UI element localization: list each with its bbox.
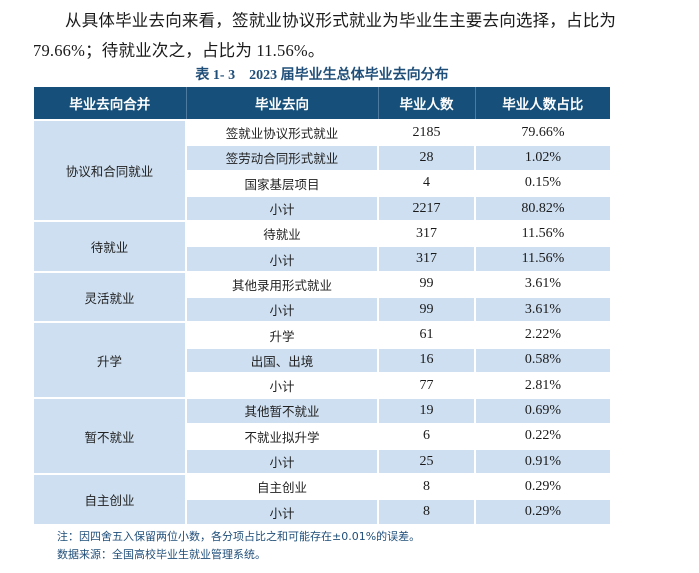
header-destination: 毕业去向 [186, 87, 379, 121]
count-cell: 99 [378, 271, 476, 299]
destination-cell: 小计 [186, 297, 379, 324]
table-row-subtotal: 小计 8 0.29% [34, 499, 610, 526]
count-cell: 317 [378, 246, 476, 273]
percent-cell: 0.29% [475, 474, 610, 501]
table-row-subtotal: 小计 317 11.56% [34, 246, 610, 273]
percent-cell: 11.56% [475, 246, 610, 273]
destination-cell: 升学 [186, 322, 379, 349]
group-cell: 灵活就业 [34, 271, 187, 324]
count-cell: 8 [378, 499, 476, 526]
count-cell: 28 [378, 145, 476, 172]
table-row-subtotal: 小计 99 3.61% [34, 297, 610, 324]
destination-cell: 签就业协议形式就业 [186, 120, 379, 147]
table-row: 灵活就业 其他录用形式就业 99 3.61% [34, 271, 610, 324]
table-caption: 表 1- 3 2023 届毕业生总体毕业去向分布 [195, 68, 449, 83]
count-cell: 4 [378, 170, 476, 197]
destination-cell: 小计 [186, 195, 379, 223]
percent-cell: 0.15% [475, 170, 610, 197]
percent-cell: 0.91% [475, 448, 610, 476]
count-cell: 25 [378, 448, 476, 476]
count-cell: 317 [378, 221, 476, 248]
percent-cell: 79.66% [475, 120, 610, 147]
table-row: 协议和合同就业 签就业协议形式就业 2185 79.66% [34, 120, 610, 223]
destination-cell: 小计 [186, 246, 379, 273]
count-cell: 2185 [378, 120, 476, 147]
percent-cell: 1.02% [475, 145, 610, 172]
table-row-subtotal: 小计 77 2.81% [34, 372, 610, 400]
table-row: 待就业 待就业 317 11.56% [34, 221, 610, 273]
header-group: 毕业去向合并 [34, 87, 187, 121]
table-header-row: 毕业去向合并 毕业去向 毕业人数 毕业人数占比 [34, 87, 610, 121]
paragraph-line-2: 79.66%；待就业次之，占比为 11.56%。 [33, 41, 325, 60]
table-row: 出国、出境 16 0.58% [34, 347, 610, 374]
table-row: 升学 升学 61 2.22% [34, 322, 610, 400]
percent-cell: 0.29% [475, 499, 610, 526]
percent-cell: 0.58% [475, 347, 610, 374]
destination-cell: 小计 [186, 372, 379, 400]
graduate-destination-table: 毕业去向合并 毕业去向 毕业人数 毕业人数占比 协议和合同就业 签就业协议形式就… [34, 87, 610, 526]
destination-cell: 待就业 [186, 221, 379, 248]
header-count: 毕业人数 [378, 87, 476, 121]
count-cell: 77 [378, 372, 476, 400]
table-footnote: 注：因四舍五入保留两位小数，各分项占比之和可能存在±0.01%的误差。 [57, 530, 421, 543]
group-cell: 自主创业 [34, 474, 187, 526]
percent-cell: 3.61% [475, 271, 610, 299]
header-percent: 毕业人数占比 [475, 87, 610, 121]
destination-cell: 小计 [186, 499, 379, 526]
destination-cell: 不就业拟升学 [186, 423, 379, 450]
group-cell: 暂不就业 [34, 398, 187, 476]
destination-cell: 其他暂不就业 [186, 398, 379, 425]
data-source-note: 数据来源：全国高校毕业生就业管理系统。 [57, 548, 266, 561]
percent-cell: 0.69% [475, 398, 610, 425]
percent-cell: 3.61% [475, 297, 610, 324]
destination-cell: 自主创业 [186, 474, 379, 501]
count-cell: 2217 [378, 195, 476, 223]
group-cell: 升学 [34, 322, 187, 400]
table-row: 自主创业 自主创业 8 0.29% [34, 474, 610, 526]
table-row-subtotal: 小计 25 0.91% [34, 448, 610, 476]
group-cell: 待就业 [34, 221, 187, 273]
percent-cell: 2.22% [475, 322, 610, 349]
count-cell: 61 [378, 322, 476, 349]
table-row: 国家基层项目 4 0.15% [34, 170, 610, 197]
group-cell: 协议和合同就业 [34, 120, 187, 223]
percent-cell: 11.56% [475, 221, 610, 248]
count-cell: 19 [378, 398, 476, 425]
count-cell: 99 [378, 297, 476, 324]
paragraph-line-1: 从具体毕业去向来看，签就业协议形式就业为毕业生主要去向选择，占比为 [65, 11, 617, 30]
percent-cell: 0.22% [475, 423, 610, 450]
table-row: 不就业拟升学 6 0.22% [34, 423, 610, 450]
count-cell: 16 [378, 347, 476, 374]
destination-cell: 出国、出境 [186, 347, 379, 374]
destination-cell: 小计 [186, 448, 379, 476]
destination-cell: 国家基层项目 [186, 170, 379, 197]
destination-cell: 其他录用形式就业 [186, 271, 379, 299]
percent-cell: 80.82% [475, 195, 610, 223]
table-row: 签劳动合同形式就业 28 1.02% [34, 145, 610, 172]
table-row: 暂不就业 其他暂不就业 19 0.69% [34, 398, 610, 476]
percent-cell: 2.81% [475, 372, 610, 400]
count-cell: 8 [378, 474, 476, 501]
table-row-subtotal: 小计 2217 80.82% [34, 195, 610, 223]
destination-cell: 签劳动合同形式就业 [186, 145, 379, 172]
count-cell: 6 [378, 423, 476, 450]
